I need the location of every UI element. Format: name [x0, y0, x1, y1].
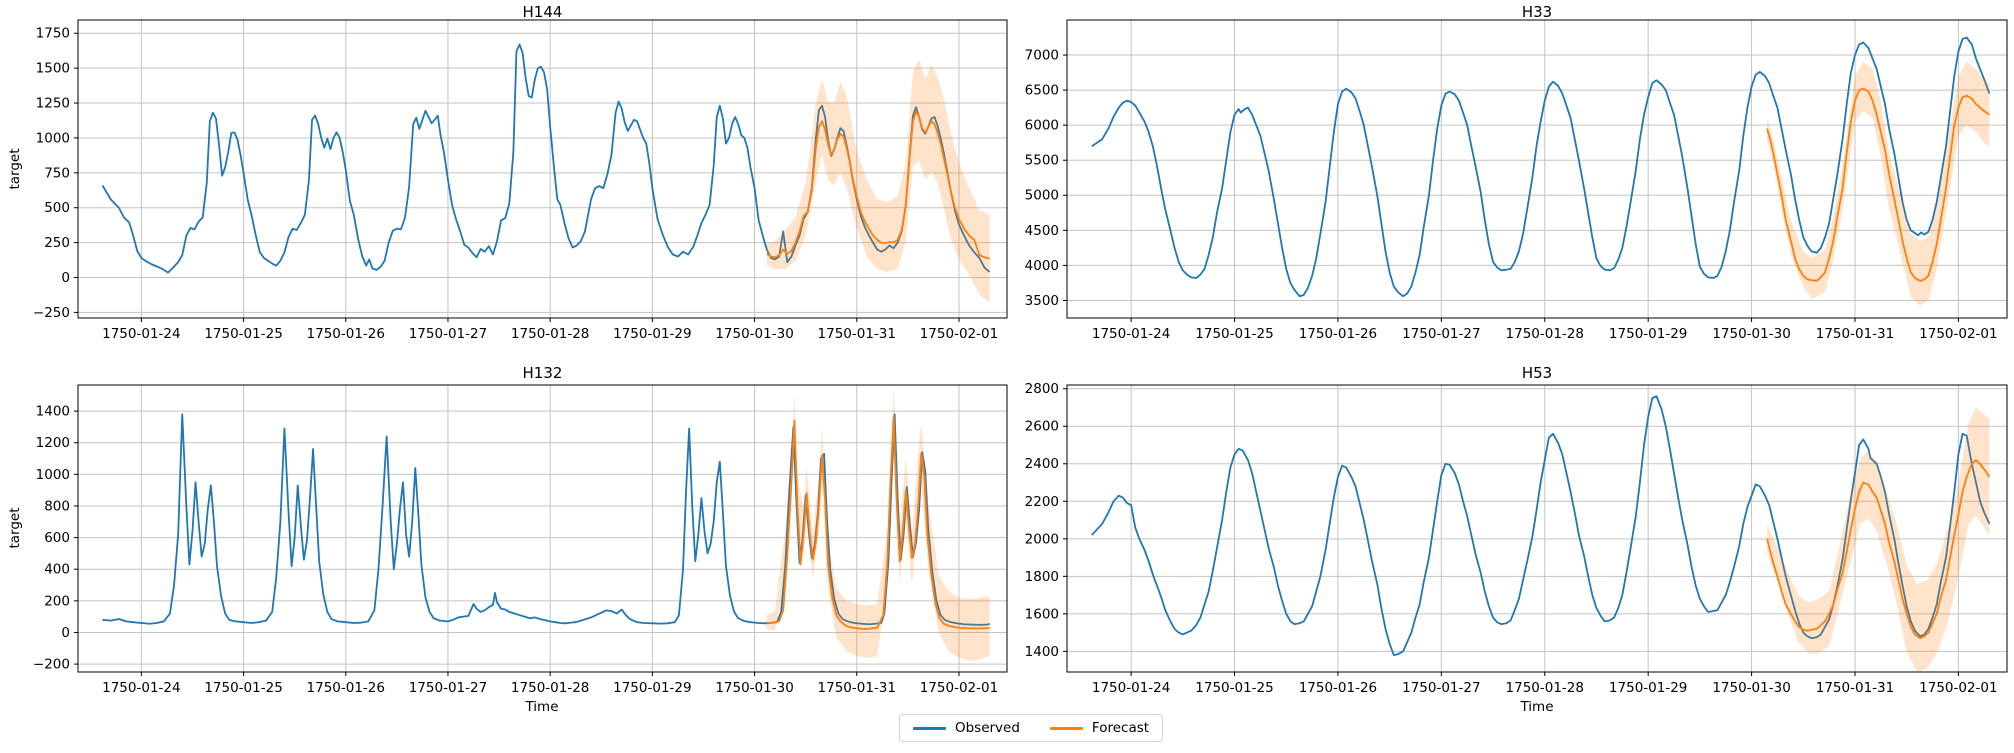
svg-text:1750-01-26: 1750-01-26 [1299, 680, 1377, 696]
svg-text:1750-01-28: 1750-01-28 [511, 680, 589, 696]
svg-text:600: 600 [44, 530, 70, 546]
svg-text:1750-01-31: 1750-01-31 [818, 680, 896, 696]
svg-text:1000: 1000 [36, 130, 70, 146]
svg-text:1750-01-31: 1750-01-31 [818, 326, 896, 342]
legend: Observed Forecast [898, 714, 1164, 742]
svg-text:1750-02-01: 1750-02-01 [1919, 326, 1997, 342]
svg-text:4000: 4000 [1025, 258, 1059, 274]
svg-text:1750-01-27: 1750-01-27 [1402, 326, 1480, 342]
svg-text:1750-01-30: 1750-01-30 [1712, 326, 1790, 342]
svg-text:1750-01-24: 1750-01-24 [1092, 326, 1170, 342]
chart-title-h132: H132 [522, 364, 563, 382]
svg-text:1800: 1800 [1025, 569, 1059, 585]
svg-text:1750-01-25: 1750-01-25 [1195, 680, 1273, 696]
svg-text:1750-01-29: 1750-01-29 [1609, 680, 1687, 696]
legend-item-observed: Observed [912, 720, 1020, 736]
forecast-line-swatch-icon [1049, 726, 1083, 730]
svg-text:250: 250 [44, 235, 70, 251]
svg-text:1750-01-30: 1750-01-30 [1712, 680, 1790, 696]
svg-text:3500: 3500 [1025, 293, 1059, 309]
svg-text:800: 800 [44, 498, 70, 514]
svg-text:1750-01-28: 1750-01-28 [1506, 680, 1584, 696]
legend-label-observed: Observed [954, 720, 1020, 736]
svg-text:1750-01-25: 1750-01-25 [204, 326, 282, 342]
svg-text:−250: −250 [33, 305, 70, 321]
svg-text:1750-01-28: 1750-01-28 [1506, 326, 1584, 342]
y-axis-label-h144: target [7, 148, 23, 190]
svg-text:4500: 4500 [1025, 223, 1059, 239]
svg-text:1750-01-24: 1750-01-24 [102, 680, 180, 696]
svg-text:2800: 2800 [1025, 381, 1059, 397]
svg-text:7000: 7000 [1025, 48, 1059, 64]
svg-text:1750-01-26: 1750-01-26 [307, 680, 385, 696]
svg-text:500: 500 [44, 200, 70, 216]
svg-text:200: 200 [44, 593, 70, 609]
svg-text:1750: 1750 [36, 26, 70, 42]
svg-text:2600: 2600 [1025, 419, 1059, 435]
svg-text:1500: 1500 [36, 61, 70, 77]
chart-title-h53: H53 [1521, 364, 1553, 382]
svg-text:1750-01-31: 1750-01-31 [1816, 326, 1894, 342]
x-axis-label-h132: Time [525, 699, 559, 715]
svg-text:5000: 5000 [1025, 188, 1059, 204]
svg-text:1750-01-24: 1750-01-24 [1092, 680, 1170, 696]
svg-text:400: 400 [44, 562, 70, 578]
svg-text:1750-01-26: 1750-01-26 [307, 326, 385, 342]
svg-text:1750-01-27: 1750-01-27 [409, 680, 487, 696]
chart-title-h144: H144 [522, 3, 563, 21]
observed-line-swatch-icon [912, 726, 946, 730]
svg-text:1750-02-01: 1750-02-01 [920, 326, 998, 342]
svg-text:0: 0 [61, 270, 70, 286]
svg-text:6500: 6500 [1025, 83, 1059, 99]
svg-text:1750-02-01: 1750-02-01 [1919, 680, 1997, 696]
svg-text:1750-01-29: 1750-01-29 [613, 680, 691, 696]
svg-text:2200: 2200 [1025, 494, 1059, 510]
svg-text:0: 0 [61, 625, 70, 641]
y-axis-label-h132: target [7, 507, 23, 549]
svg-text:1750-01-27: 1750-01-27 [1402, 680, 1480, 696]
svg-text:1000: 1000 [36, 467, 70, 483]
svg-text:2400: 2400 [1025, 456, 1059, 472]
svg-text:1750-01-28: 1750-01-28 [511, 326, 589, 342]
svg-text:1750-01-24: 1750-01-24 [102, 326, 180, 342]
svg-text:1750-01-30: 1750-01-30 [715, 680, 793, 696]
svg-text:1750-01-27: 1750-01-27 [409, 326, 487, 342]
svg-text:1750-01-29: 1750-01-29 [1609, 326, 1687, 342]
svg-text:1750-01-31: 1750-01-31 [1816, 680, 1894, 696]
svg-text:5500: 5500 [1025, 153, 1059, 169]
svg-text:1600: 1600 [1025, 606, 1059, 622]
svg-text:1750-01-25: 1750-01-25 [204, 680, 282, 696]
svg-text:1750-01-26: 1750-01-26 [1299, 326, 1377, 342]
svg-text:750: 750 [44, 165, 70, 181]
legend-item-forecast: Forecast [1049, 720, 1150, 736]
svg-text:1750-01-30: 1750-01-30 [715, 326, 793, 342]
svg-text:2000: 2000 [1025, 531, 1059, 547]
svg-text:1400: 1400 [1025, 644, 1059, 660]
svg-text:1400: 1400 [36, 404, 70, 420]
x-axis-label-h53: Time [1520, 699, 1554, 715]
svg-text:1200: 1200 [36, 435, 70, 451]
chart-title-h33: H33 [1521, 3, 1553, 21]
legend-label-forecast: Forecast [1091, 720, 1150, 736]
svg-text:6000: 6000 [1025, 118, 1059, 134]
svg-text:1750-01-29: 1750-01-29 [613, 326, 691, 342]
svg-text:1750-02-01: 1750-02-01 [920, 680, 998, 696]
svg-text:1750-01-25: 1750-01-25 [1195, 326, 1273, 342]
svg-text:1250: 1250 [36, 96, 70, 112]
svg-text:−200: −200 [33, 657, 70, 673]
